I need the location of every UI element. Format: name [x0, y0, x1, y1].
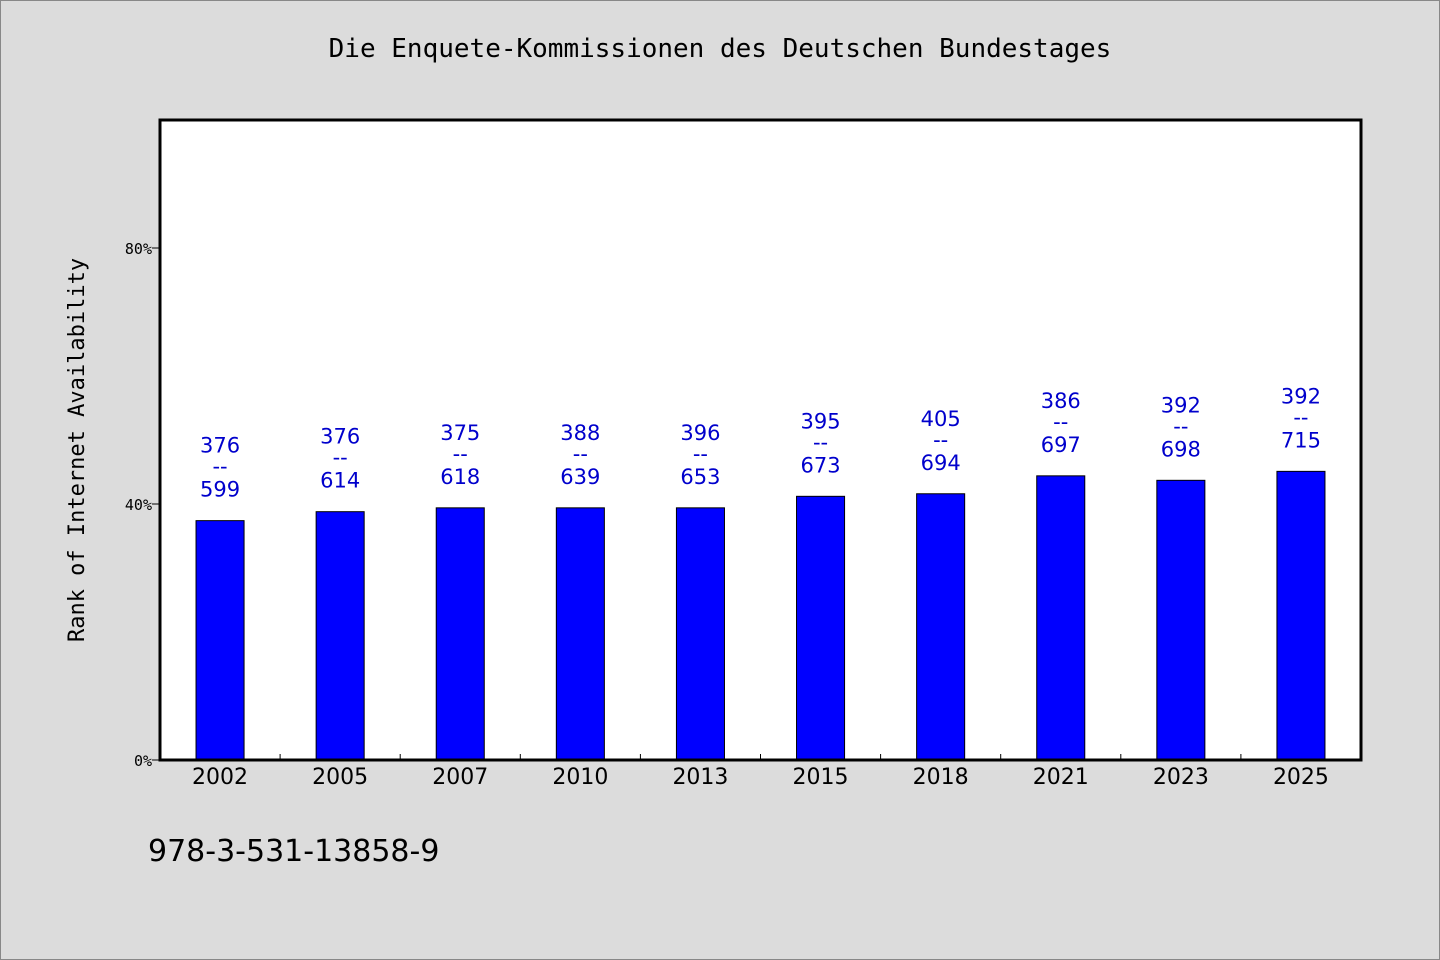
bar-label-top: 392 — [1281, 384, 1321, 408]
bar-label-top: 376 — [320, 425, 360, 449]
bar-label-top: 386 — [1041, 389, 1081, 413]
x-tick-label: 2005 — [312, 765, 368, 790]
x-tick-label: 2025 — [1273, 765, 1329, 790]
y-tick-label: 80% — [125, 240, 152, 258]
bar-label-separator: -- — [212, 455, 227, 479]
bar-2023 — [1156, 479, 1206, 761]
bar-label-bottom: 639 — [560, 465, 600, 489]
bar-label-separator: -- — [813, 430, 828, 454]
bar-label-bottom: 698 — [1161, 437, 1201, 461]
bar-label-separator: -- — [1173, 414, 1188, 438]
bar-2025 — [1276, 470, 1326, 761]
x-tick-label: 2023 — [1153, 765, 1209, 790]
y-tick-label: 40% — [125, 496, 152, 514]
bar-2013 — [675, 507, 725, 761]
isbn-footnote: 978-3-531-13858-9 — [148, 834, 440, 869]
bar-label-bottom: 715 — [1281, 428, 1321, 452]
bar-2005 — [315, 511, 365, 761]
bar-2018 — [916, 493, 966, 761]
x-tick-label: 2013 — [672, 765, 728, 790]
bar-label-separator: -- — [933, 428, 948, 452]
x-tick-label: 2010 — [552, 765, 608, 790]
bar-label-top: 376 — [200, 434, 240, 458]
x-tick-label: 2021 — [1033, 765, 1089, 790]
bar-label-separator: -- — [453, 442, 468, 466]
bar-label-bottom: 618 — [440, 465, 480, 489]
x-tick-label: 2015 — [793, 765, 849, 790]
x-tick-label: 2018 — [913, 765, 969, 790]
y-axis-label: Rank of Internet Availability — [65, 258, 90, 642]
bar-label-bottom: 694 — [921, 451, 961, 475]
x-tick-label: 2007 — [432, 765, 488, 790]
y-tick-label: 0% — [134, 752, 152, 770]
bar-label-top: 405 — [921, 407, 961, 431]
bar-label-top: 388 — [560, 421, 600, 445]
bar-label-separator: -- — [1293, 405, 1308, 429]
bar-2021 — [1036, 475, 1086, 761]
bar-label-bottom: 673 — [801, 453, 841, 477]
bar-label-bottom: 697 — [1041, 433, 1081, 457]
bar-label-separator: -- — [573, 442, 588, 466]
bar-label-bottom: 614 — [320, 469, 360, 493]
x-tick-label: 2002 — [192, 765, 248, 790]
bar-2015 — [796, 495, 846, 761]
bar-label-bottom: 653 — [680, 465, 720, 489]
bar-label-top: 375 — [440, 421, 480, 445]
bar-label-separator: -- — [693, 442, 708, 466]
chart-title: Die Enquete-Kommissionen des Deutschen B… — [328, 34, 1112, 64]
bar-label-top: 392 — [1161, 393, 1201, 417]
bar-2010 — [555, 507, 605, 761]
bar-label-separator: -- — [1053, 410, 1068, 434]
bar-label-separator: -- — [333, 446, 348, 470]
bar-2002 — [195, 520, 245, 761]
bar-2007 — [435, 507, 485, 761]
bar-label-top: 396 — [680, 421, 720, 445]
bar-label-bottom: 599 — [200, 478, 240, 502]
bar-label-top: 395 — [801, 409, 841, 433]
